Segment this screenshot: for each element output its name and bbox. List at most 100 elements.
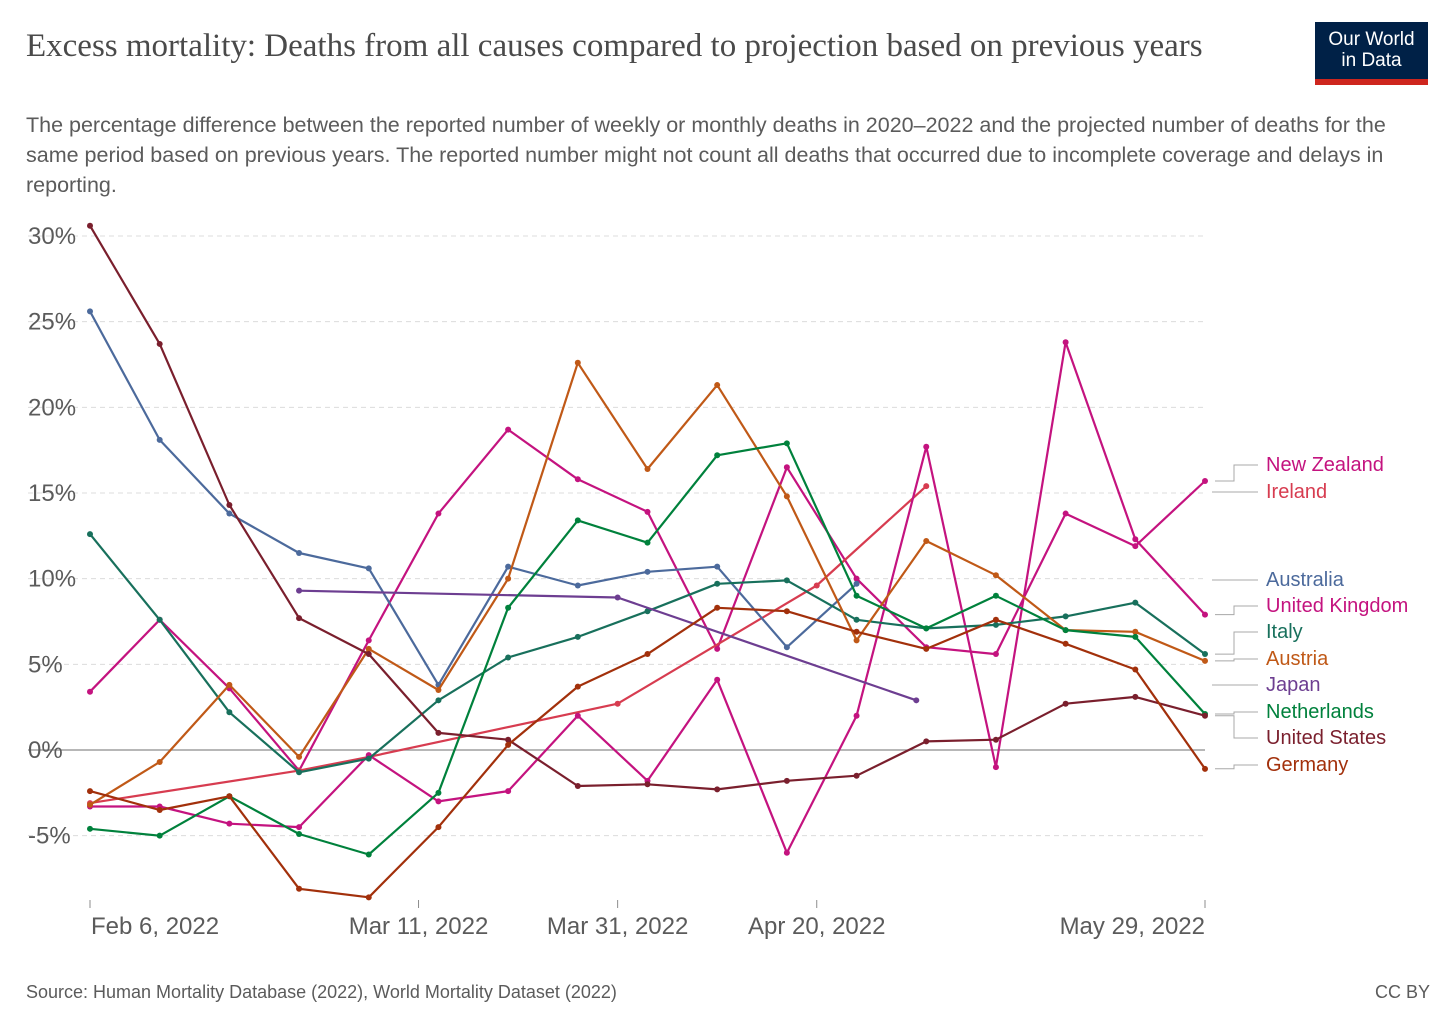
series-germany[interactable] — [87, 604, 1208, 901]
series-label[interactable]: Ireland — [1266, 481, 1327, 503]
series-label[interactable]: Italy — [1266, 621, 1303, 643]
series-united-kingdom[interactable] — [87, 339, 1208, 856]
data-point[interactable] — [1062, 510, 1069, 517]
data-point[interactable] — [783, 644, 790, 651]
license-link[interactable]: CC BY — [1374, 982, 1430, 1002]
data-point[interactable] — [87, 222, 93, 229]
data-point[interactable] — [992, 764, 999, 771]
data-point[interactable] — [574, 782, 581, 789]
data-point[interactable] — [714, 452, 721, 459]
data-point[interactable] — [1202, 765, 1208, 772]
data-point[interactable] — [574, 683, 581, 690]
data-point[interactable] — [992, 572, 999, 579]
series-line[interactable] — [89, 310, 858, 687]
data-point[interactable] — [813, 582, 820, 589]
data-point[interactable] — [87, 688, 93, 695]
data-point[interactable] — [923, 483, 930, 490]
data-point[interactable] — [296, 824, 303, 831]
series-line[interactable] — [89, 361, 1206, 806]
data-point[interactable] — [992, 621, 999, 628]
data-point[interactable] — [365, 645, 372, 652]
series-line[interactable] — [89, 442, 1206, 856]
series-label[interactable]: Netherlands — [1266, 701, 1374, 723]
data-point[interactable] — [1062, 339, 1069, 346]
series-label[interactable]: Germany — [1266, 754, 1348, 776]
data-point[interactable] — [1062, 627, 1069, 634]
data-point[interactable] — [614, 594, 621, 601]
data-point[interactable] — [1202, 611, 1208, 618]
data-point[interactable] — [365, 894, 372, 901]
data-point[interactable] — [714, 580, 721, 587]
data-point[interactable] — [783, 493, 790, 500]
data-point[interactable] — [644, 539, 651, 546]
series-italy[interactable] — [87, 531, 1208, 776]
data-point[interactable] — [87, 825, 93, 832]
series-austria[interactable] — [87, 359, 1208, 808]
data-point[interactable] — [1132, 536, 1139, 543]
data-point[interactable] — [714, 786, 721, 793]
data-point[interactable] — [923, 645, 930, 652]
data-point[interactable] — [644, 608, 651, 615]
data-point[interactable] — [992, 592, 999, 599]
data-point[interactable] — [505, 575, 512, 582]
data-point[interactable] — [644, 651, 651, 658]
data-point[interactable] — [226, 709, 233, 716]
data-point[interactable] — [853, 772, 860, 779]
data-point[interactable] — [296, 753, 303, 760]
data-point[interactable] — [1062, 640, 1069, 647]
data-point[interactable] — [365, 651, 372, 658]
data-point[interactable] — [853, 592, 860, 599]
data-point[interactable] — [853, 637, 860, 644]
data-point[interactable] — [435, 510, 442, 517]
data-point[interactable] — [435, 798, 442, 805]
data-point[interactable] — [853, 575, 860, 582]
data-point[interactable] — [992, 616, 999, 623]
data-point[interactable] — [1132, 633, 1139, 640]
series-line[interactable] — [89, 485, 928, 805]
data-point[interactable] — [226, 501, 233, 508]
data-point[interactable] — [853, 712, 860, 719]
series-label[interactable]: United States — [1266, 727, 1386, 749]
data-point[interactable] — [226, 510, 233, 517]
data-point[interactable] — [505, 736, 512, 743]
data-point[interactable] — [435, 824, 442, 831]
data-point[interactable] — [365, 565, 372, 572]
data-point[interactable] — [87, 308, 93, 315]
data-point[interactable] — [435, 697, 442, 704]
data-point[interactable] — [505, 788, 512, 795]
data-point[interactable] — [574, 359, 581, 366]
series-label[interactable]: United Kingdom — [1266, 595, 1408, 617]
series-label[interactable]: Austria — [1266, 648, 1329, 670]
data-point[interactable] — [435, 789, 442, 796]
data-point[interactable] — [923, 738, 930, 745]
data-point[interactable] — [156, 340, 163, 347]
data-point[interactable] — [574, 633, 581, 640]
data-point[interactable] — [923, 537, 930, 544]
data-point[interactable] — [913, 697, 920, 704]
series-line[interactable] — [89, 428, 1206, 772]
data-point[interactable] — [87, 788, 93, 795]
data-point[interactable] — [992, 651, 999, 658]
data-point[interactable] — [714, 563, 721, 570]
data-point[interactable] — [156, 758, 163, 765]
series-australia[interactable] — [87, 308, 860, 688]
data-point[interactable] — [1132, 543, 1139, 550]
data-point[interactable] — [783, 849, 790, 856]
data-point[interactable] — [783, 464, 790, 471]
data-point[interactable] — [505, 604, 512, 611]
data-point[interactable] — [435, 729, 442, 736]
data-point[interactable] — [296, 885, 303, 892]
series-new-zealand[interactable] — [87, 426, 1208, 774]
series-label[interactable]: New Zealand — [1266, 454, 1384, 476]
data-point[interactable] — [644, 781, 651, 788]
data-point[interactable] — [226, 793, 233, 800]
data-point[interactable] — [923, 443, 930, 450]
data-point[interactable] — [505, 741, 512, 748]
data-point[interactable] — [1202, 712, 1208, 719]
data-point[interactable] — [783, 577, 790, 584]
data-point[interactable] — [296, 830, 303, 837]
data-point[interactable] — [644, 568, 651, 575]
data-point[interactable] — [156, 832, 163, 839]
data-point[interactable] — [783, 440, 790, 447]
data-point[interactable] — [574, 712, 581, 719]
